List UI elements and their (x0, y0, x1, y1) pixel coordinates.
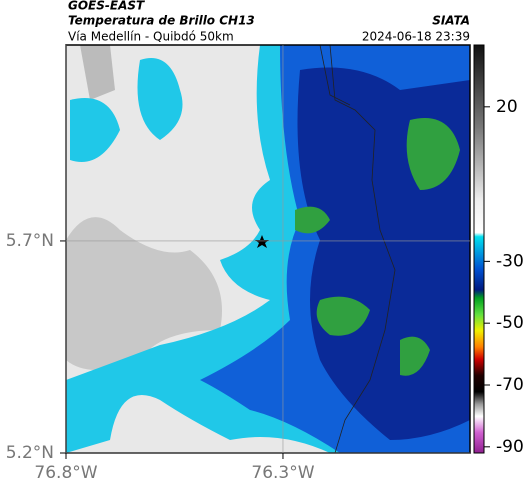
colorbar-tick-label: 20 (496, 97, 518, 117)
title: Temperatura de Brillo CH13 (68, 14, 255, 28)
satellite-image (66, 45, 470, 453)
lon-tick-label: 76.3°W (251, 463, 314, 483)
lat-tick-label: 5.2°N (6, 443, 54, 463)
colorbar-tick-label: -50 (496, 313, 524, 333)
lon-tick-label: 76.8°W (34, 463, 97, 483)
colorbar-tick-label: -90 (496, 437, 524, 457)
location-marker (255, 235, 269, 248)
colorbar-tick-label: -30 (496, 251, 524, 271)
source: GOES-EAST (68, 0, 145, 13)
subtitle: Vía Medellín - Quibdó 50km (68, 30, 234, 44)
brand: SIATA (432, 14, 470, 28)
colorbar-tick-label: -70 (496, 375, 524, 395)
lat-tick-label: 5.7°N (6, 231, 54, 251)
timestamp: 2024-06-18 23:39 (362, 30, 470, 44)
colorbar (473, 44, 485, 454)
